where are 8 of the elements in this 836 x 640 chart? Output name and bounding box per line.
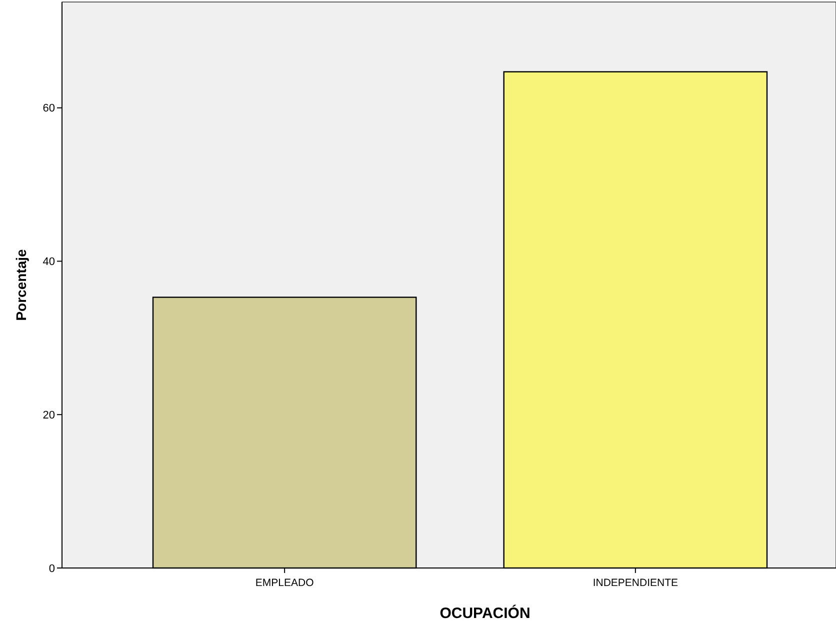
y-axis-title: Porcentaje [13,248,29,321]
y-tick-label: 0 [48,562,55,575]
x-axis-title: OCUPACIÓN [440,604,530,622]
y-tick-label: 60 [42,102,55,115]
x-tick-label: INDEPENDIENTE [592,577,678,589]
y-tick-label: 20 [42,409,55,422]
x-tick-label: EMPLEADO [255,577,314,589]
y-tick-label: 40 [42,256,55,268]
